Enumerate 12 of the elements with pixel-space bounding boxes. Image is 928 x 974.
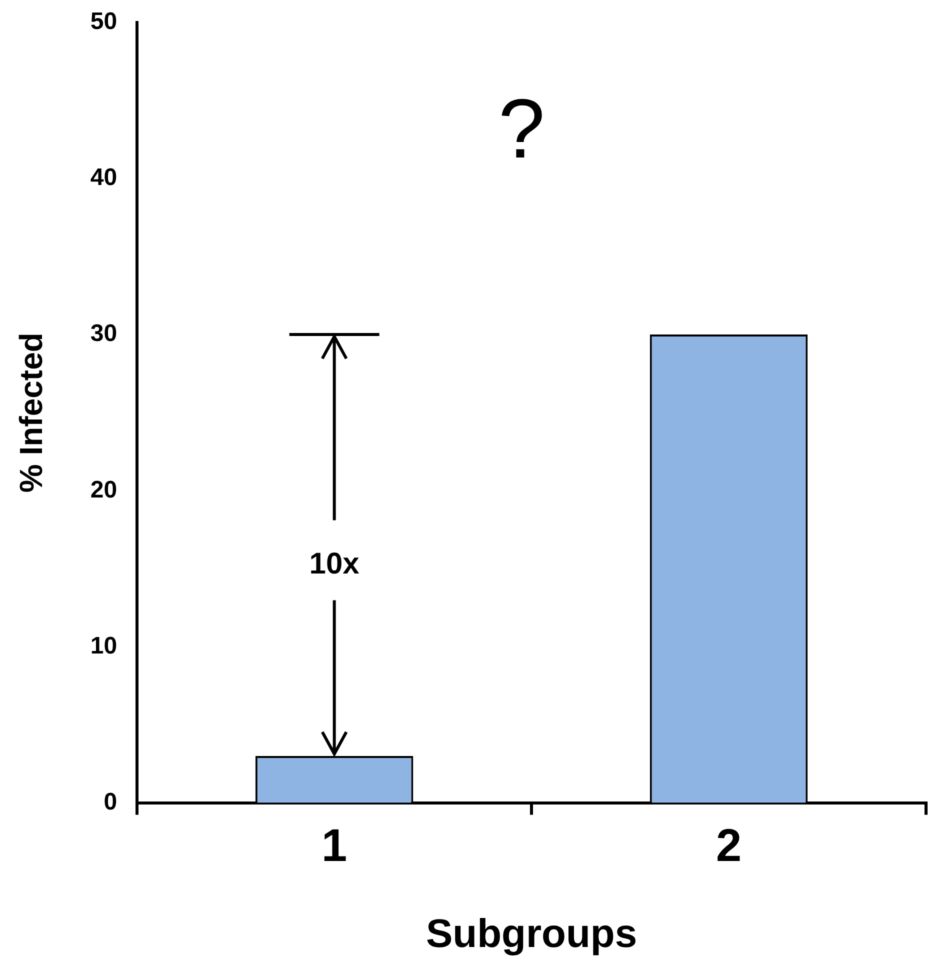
y-tick-label: 40 bbox=[90, 164, 118, 192]
annotation: 10x bbox=[309, 548, 360, 581]
x-axis-title: Subgroups bbox=[426, 912, 638, 956]
y-tick-label: 20 bbox=[90, 476, 118, 504]
y-tick-label: 10 bbox=[90, 632, 118, 660]
y-tick-label: 30 bbox=[90, 320, 118, 348]
y-tick-label: 50 bbox=[90, 8, 118, 36]
x-tick-label: 2 bbox=[716, 819, 742, 872]
y-axis-title: % Infected bbox=[13, 332, 50, 493]
x-tick-label: 1 bbox=[322, 819, 348, 872]
annotation: ? bbox=[498, 82, 545, 176]
y-tick-label: 0 bbox=[104, 788, 118, 816]
